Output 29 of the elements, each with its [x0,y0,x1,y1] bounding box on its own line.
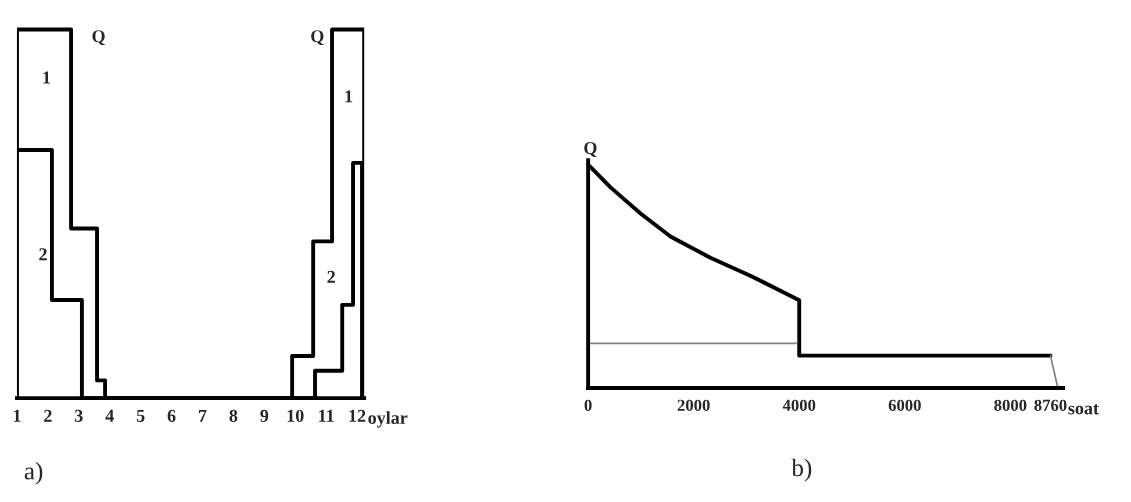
annotation: 2 [39,248,47,261]
x-tick-label: 6 [167,409,176,422]
y-axis-title: Q [584,142,597,157]
text: a) [24,461,43,485]
x-tick-label: 12 [349,409,366,422]
text: b) [791,458,812,482]
x-axis-title: oylar [368,411,408,428]
annotation: 2 [327,270,335,283]
x-tick-label: 6000 [888,399,921,411]
x-tick-label: 10 [287,409,304,422]
x-tick-label: 4 [105,409,114,422]
x-tick-label: 3 [74,409,83,422]
x-tick-label: 9 [260,409,269,422]
x-tick-label: 8 [229,409,238,422]
x-axis-title: soat [1068,404,1099,415]
annotation: Q [311,30,324,46]
annotation: 1 [345,90,353,103]
annotation: 1 [43,71,51,84]
x-tick-label: 8000 [994,399,1027,411]
annotation: Q [92,30,105,46]
x-tick-label: 4000 [782,399,816,411]
x-tick-label: 0 [584,399,592,411]
x-tick-label: 8760 [1034,399,1067,411]
x-tick-label: 2 [44,409,52,422]
x-tick-label: 2000 [677,399,710,411]
x-tick-label: 5 [136,409,145,422]
x-tick-label: 7 [199,409,207,422]
x-tick-label: 1 [13,409,21,422]
x-tick-label: 11 [319,409,334,422]
